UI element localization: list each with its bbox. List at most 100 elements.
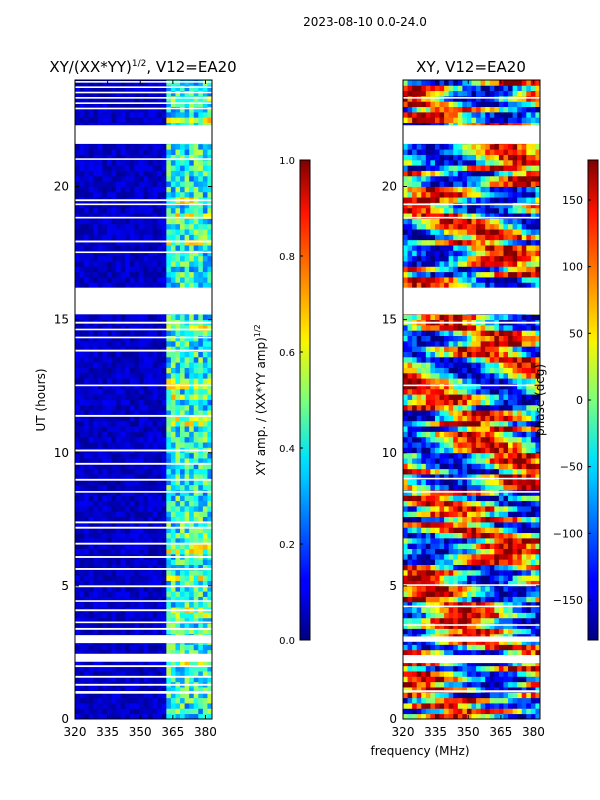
- amplitude-panel: XY/(XX*YY)1/2, V12=EA20 320 335 350 365 380 …: [34, 58, 237, 739]
- heatmap-cell: [517, 687, 523, 693]
- heatmap-cell: [125, 223, 131, 230]
- heatmap-cell: [97, 207, 103, 214]
- heatmap-cell: [157, 154, 163, 161]
- heatmap-cell: [88, 207, 94, 214]
- heatmap-cell: [535, 596, 541, 603]
- heatmap-cell: [180, 191, 185, 198]
- heatmap-cell: [198, 660, 204, 667]
- heatmap-cell: [106, 335, 112, 342]
- heatmap-cell: [79, 330, 85, 336]
- heatmap-cell: [134, 351, 140, 358]
- heatmap-cell: [134, 474, 140, 480]
- heatmap-cell: [138, 527, 144, 534]
- heatmap-cell: [138, 394, 144, 400]
- heatmap-cell: [84, 143, 90, 150]
- heatmap-cell: [498, 596, 504, 603]
- heatmap-cell: [120, 484, 126, 491]
- heatmap-cell: [120, 436, 126, 443]
- heatmap-cell: [526, 660, 532, 667]
- heatmap-cell: [102, 687, 108, 693]
- heatmap-cell: [166, 383, 172, 390]
- heatmap-cell: [143, 490, 149, 496]
- heatmap-cell: [184, 218, 190, 225]
- heatmap-cell: [120, 154, 126, 161]
- heatmap-cell: [457, 495, 463, 502]
- heatmap-cell: [102, 383, 108, 390]
- heatmap-cell: [434, 644, 440, 651]
- heatmap-cell: [75, 468, 80, 475]
- heatmap-cell: [453, 500, 459, 507]
- heatmap-cell: [75, 282, 80, 289]
- heatmap-cell: [161, 580, 167, 587]
- heatmap-cell: [97, 117, 103, 124]
- heatmap-cell: [434, 591, 440, 597]
- heatmap-cell: [120, 671, 126, 677]
- heatmap-cell: [535, 601, 541, 608]
- heatmap-cell: [84, 596, 90, 603]
- heatmap-cell: [148, 330, 154, 336]
- heatmap-cell: [189, 548, 195, 555]
- heatmap-cell: [75, 697, 80, 704]
- heatmap-cell: [207, 543, 213, 549]
- heatmap-cell: [134, 362, 140, 368]
- heatmap-cell: [425, 516, 431, 523]
- heatmap-cell: [175, 90, 181, 97]
- heatmap-cell: [134, 282, 140, 289]
- heatmap-cell: [84, 394, 90, 400]
- heatmap-cell: [198, 340, 204, 347]
- heatmap-cell: [84, 569, 90, 576]
- heatmap-cell: [512, 548, 518, 555]
- heatmap-cell: [508, 660, 513, 667]
- heatmap-cell: [93, 596, 99, 603]
- heatmap-cell: [517, 708, 523, 715]
- heatmap-cell: [535, 506, 541, 512]
- heatmap-cell: [106, 511, 112, 518]
- heatmap-cell: [152, 388, 158, 395]
- heatmap-cell: [471, 521, 477, 528]
- heatmap-cell: [503, 601, 509, 608]
- heatmap-cell: [476, 516, 482, 523]
- heatmap-cell: [93, 479, 99, 486]
- heatmap-cell: [106, 463, 112, 470]
- heatmap-cell: [120, 80, 126, 86]
- heatmap-cell: [79, 143, 85, 150]
- heatmap-cell: [97, 415, 103, 422]
- heatmap-cell: [138, 271, 144, 278]
- heatmap-cell: [521, 623, 527, 629]
- heatmap-cell: [512, 665, 518, 672]
- heatmap-cell: [471, 601, 477, 608]
- heatmap-cell: [175, 383, 181, 390]
- heatmap-cell: [430, 585, 436, 592]
- heatmap-cell: [125, 468, 131, 475]
- heatmap-cell: [157, 175, 163, 182]
- heatmap-cell: [175, 527, 181, 534]
- heatmap-cell: [93, 223, 99, 230]
- heatmap-cell: [485, 628, 491, 635]
- heatmap-cell: [489, 612, 495, 619]
- heatmap-cell: [517, 511, 523, 518]
- heatmap-cell: [116, 623, 122, 629]
- heatmap-cell: [170, 95, 176, 102]
- heatmap-cell: [106, 468, 112, 475]
- heatmap-cell: [453, 506, 459, 512]
- heatmap-cell: [102, 356, 108, 363]
- heatmap-cell: [421, 596, 427, 603]
- heatmap-cell: [120, 458, 126, 464]
- heatmap-cell: [148, 191, 154, 198]
- heatmap-cell: [184, 95, 190, 102]
- heatmap-cell: [175, 436, 181, 443]
- heatmap-cell: [148, 532, 154, 539]
- heatmap-cell: [521, 692, 527, 699]
- heatmap-cell: [444, 644, 450, 651]
- heatmap-cell: [425, 623, 431, 629]
- heatmap-cell: [407, 490, 413, 496]
- heatmap-cell: [148, 175, 154, 182]
- heatmap-cell: [97, 255, 103, 262]
- heatmap-cell: [111, 649, 117, 656]
- heatmap-cell: [193, 351, 199, 358]
- heatmap-cell: [116, 356, 122, 363]
- heatmap-cell: [503, 580, 509, 587]
- heatmap-cell: [207, 580, 213, 587]
- heatmap-cell: [148, 85, 154, 92]
- heatmap-cell: [198, 623, 204, 629]
